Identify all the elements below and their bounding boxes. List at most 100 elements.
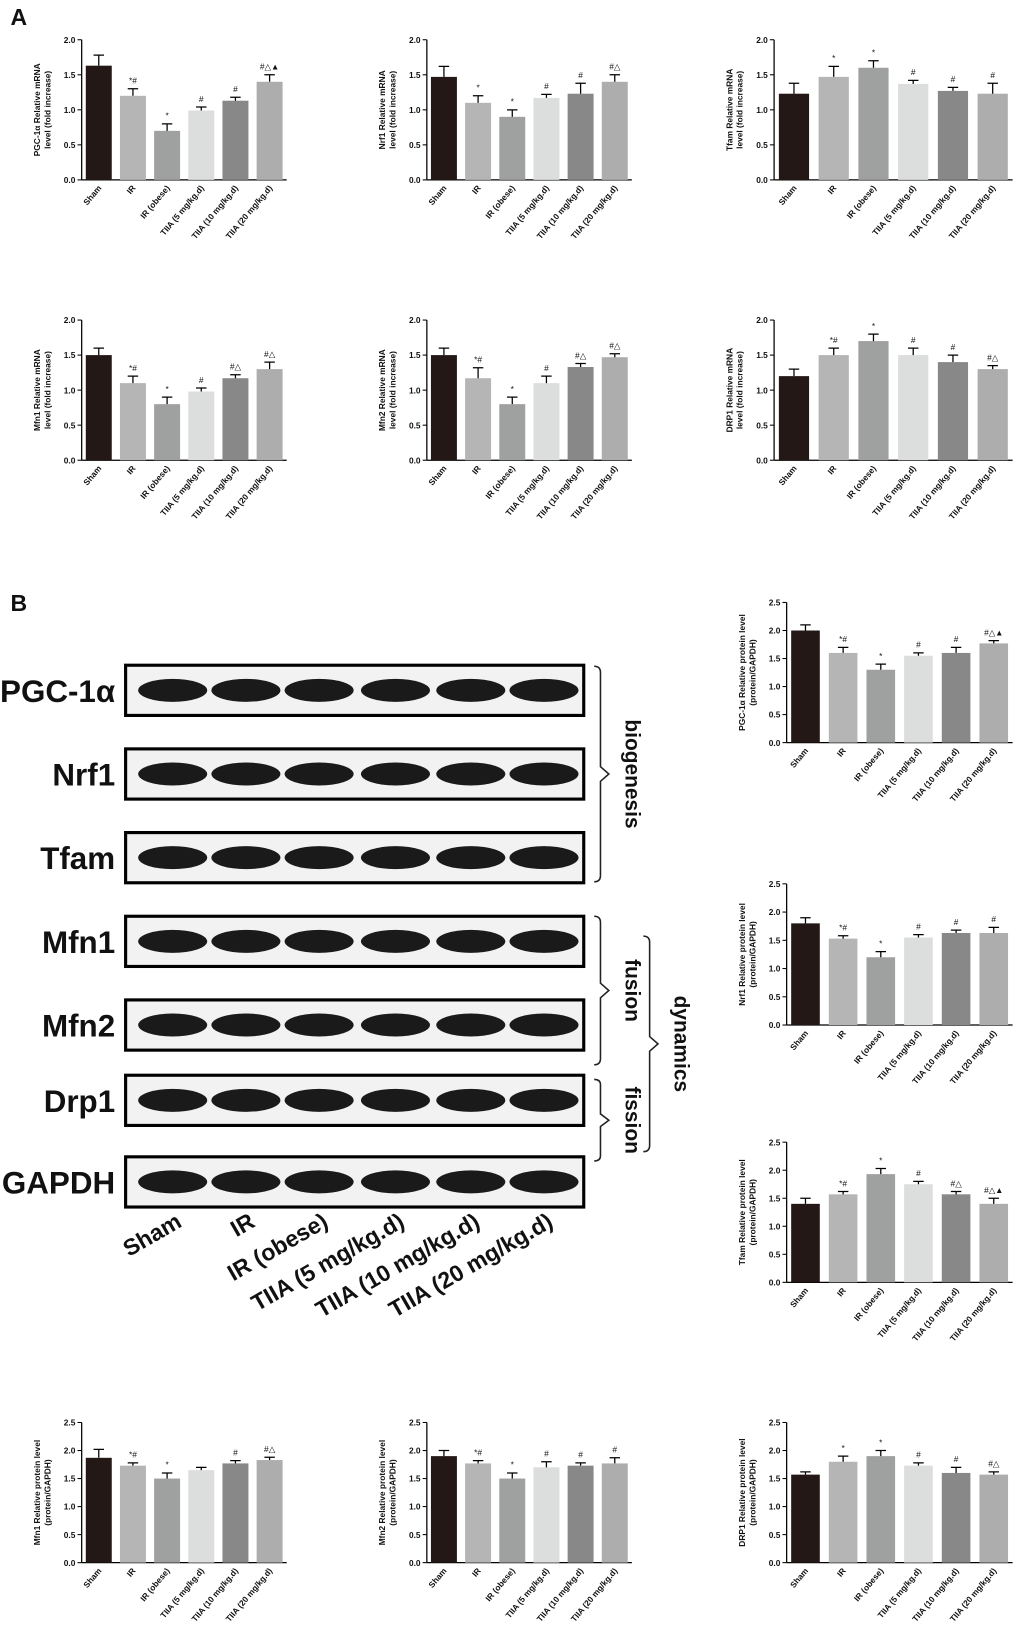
y-tick-label: 2.0 xyxy=(769,907,781,917)
significance-mark: #△ xyxy=(230,361,242,371)
error-bar xyxy=(93,347,104,356)
error-bar xyxy=(868,60,879,68)
bar xyxy=(904,937,933,1026)
significance-mark: *# xyxy=(474,1447,482,1457)
blot-band xyxy=(436,678,506,702)
y-tick-label: 0.5 xyxy=(409,1530,421,1540)
error-bar xyxy=(230,96,241,101)
x-tick-label: Sham xyxy=(81,1566,103,1590)
error-bar xyxy=(575,82,586,94)
error-bar xyxy=(127,1462,139,1466)
bar xyxy=(499,116,526,180)
y-tick-label: 1.5 xyxy=(769,1474,781,1484)
significance-mark: #△▲ xyxy=(984,627,1003,637)
y-tick-label: 0.5 xyxy=(769,1249,781,1259)
blot-band xyxy=(509,929,579,953)
significance-mark: * xyxy=(511,1460,515,1470)
y-tick-label: 1.5 xyxy=(756,350,768,360)
x-tick-label: Sham xyxy=(426,183,448,207)
x-tick-label: Sham xyxy=(788,1286,810,1310)
error-bar xyxy=(800,1471,811,1475)
y-tick-label: 0.5 xyxy=(64,1530,76,1540)
significance-mark: # xyxy=(612,1445,617,1455)
x-tick-label: IR (obese) xyxy=(844,183,878,221)
significance-mark: *# xyxy=(839,1178,847,1188)
y-axis-label: Mfn2 Relative protein level xyxy=(377,1440,387,1545)
significance-mark: * xyxy=(511,97,515,107)
bar xyxy=(601,81,628,180)
bar xyxy=(154,130,181,180)
error-bar xyxy=(264,361,275,370)
blot-band xyxy=(211,1013,281,1037)
x-tick-label: IR xyxy=(125,183,138,196)
bar xyxy=(119,1465,146,1563)
y-tick-label: 0.5 xyxy=(409,420,421,430)
bar xyxy=(791,630,820,743)
bar xyxy=(601,357,628,461)
bar xyxy=(119,95,146,180)
y-axis-label: level (fold increase) xyxy=(735,71,745,149)
protein-label: GAPDH xyxy=(2,1165,115,1200)
error-bar xyxy=(800,1197,811,1204)
blot-band xyxy=(360,929,430,953)
blot-band xyxy=(284,846,354,870)
blot-band xyxy=(436,1088,506,1112)
y-tick-label: 2.0 xyxy=(756,35,768,45)
error-bar xyxy=(161,396,173,405)
significance-mark: # xyxy=(578,1450,583,1460)
y-tick-label: 1.5 xyxy=(756,70,768,80)
bar xyxy=(791,1474,820,1563)
error-bar xyxy=(230,374,241,379)
blot-band xyxy=(360,678,430,702)
bar xyxy=(791,1203,820,1283)
y-tick-label: 0.5 xyxy=(769,992,781,1002)
significance-mark: #△ xyxy=(609,340,621,350)
significance-mark: * xyxy=(872,321,876,331)
significance-mark: # xyxy=(911,67,916,77)
y-axis-label: Mfn1 Relative protein level xyxy=(32,1440,42,1545)
significance-mark: # xyxy=(954,917,959,927)
blot-band xyxy=(284,929,354,953)
error-bar xyxy=(507,109,518,117)
blot-band xyxy=(138,678,208,702)
x-tick-label: Sham xyxy=(81,183,103,207)
x-tick-label: IR (obese) xyxy=(852,746,886,784)
y-tick-label: 1.5 xyxy=(769,935,781,945)
error-bar xyxy=(541,1461,552,1468)
error-bar xyxy=(875,1449,887,1457)
error-bar xyxy=(264,1456,275,1461)
blot-band xyxy=(138,1088,208,1112)
significance-mark: * xyxy=(165,384,169,394)
significance-mark: # xyxy=(911,335,916,345)
error-bar xyxy=(507,1472,518,1479)
error-bar xyxy=(196,106,207,111)
bar xyxy=(858,341,889,461)
bar xyxy=(904,1184,933,1283)
error-bar xyxy=(800,624,811,631)
significance-mark: # xyxy=(233,1447,238,1457)
bar xyxy=(858,67,889,180)
significance-mark: #△ xyxy=(988,1459,1000,1469)
x-tick-label: Sham xyxy=(776,183,798,207)
y-axis-label: level (fold increase) xyxy=(387,351,397,429)
bar xyxy=(818,76,849,180)
bar xyxy=(898,83,929,180)
y-tick-label: 0.0 xyxy=(64,455,76,465)
error-bar xyxy=(947,86,959,91)
bar xyxy=(465,1463,492,1563)
x-tick-label: IR (obese) xyxy=(138,463,172,501)
y-tick-label: 0.5 xyxy=(64,140,76,150)
significance-mark: # xyxy=(916,921,921,931)
error-bar xyxy=(127,88,139,96)
braces xyxy=(594,665,660,1162)
y-tick-label: 2.0 xyxy=(409,1446,421,1456)
blot-band xyxy=(509,1013,579,1037)
y-axis-label: Mfn1 Relative mRNA xyxy=(32,349,42,431)
error-bar xyxy=(828,347,839,356)
error-bar xyxy=(196,387,207,392)
significance-mark: *# xyxy=(129,76,137,86)
protein-label: Mfn1 xyxy=(42,925,115,960)
error-bar xyxy=(161,1472,173,1479)
error-bar xyxy=(196,1466,207,1471)
error-bar xyxy=(907,79,919,84)
